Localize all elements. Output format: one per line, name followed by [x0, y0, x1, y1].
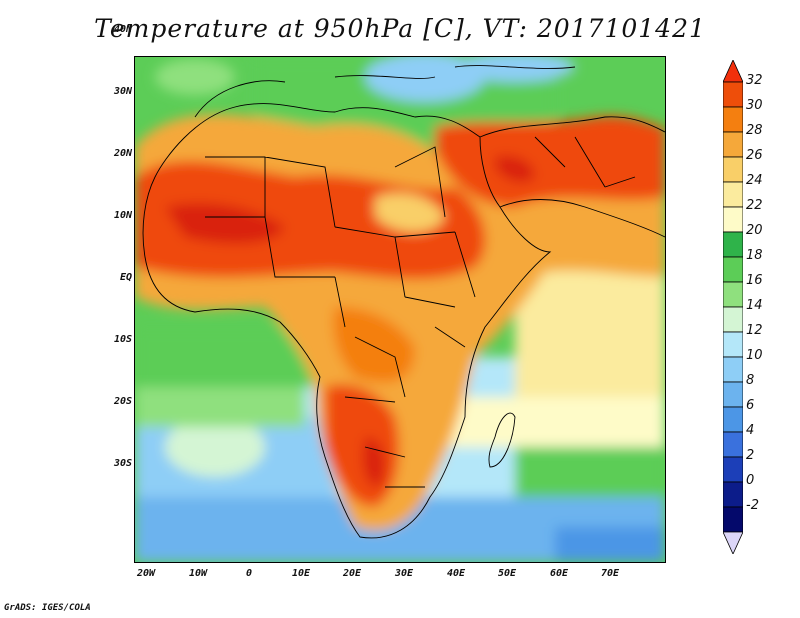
colorbar-swatch: [723, 481, 743, 508]
colorbar-tick-label: 30: [746, 98, 763, 113]
colorbar-swatch: [723, 81, 743, 108]
colorbar-swatch: [723, 281, 743, 308]
lat-label-eq: EQ: [119, 272, 132, 283]
colorbar-tick-label: 20: [746, 223, 763, 238]
colorbar-tick-label: 22: [746, 198, 763, 213]
colorbar-swatch: [723, 131, 743, 158]
credit-text: GrADS: IGES/COLA: [4, 603, 91, 613]
colorbar-top-arrow: [723, 60, 743, 83]
colorbar-swatch: [723, 231, 743, 258]
colorbar-tick-label: 18: [746, 248, 763, 263]
colorbar-tick-label: 4: [746, 423, 755, 438]
colorbar-tick-label: 6: [746, 398, 755, 413]
colorbar-tick-label: 24: [746, 173, 763, 188]
lat-label-30n: 30N: [113, 86, 132, 97]
lon-label-60e: 60E: [549, 568, 569, 579]
colorbar-swatch: [723, 181, 743, 208]
colorbar-tick-label: 26: [746, 148, 763, 163]
colorbar-tick-label: 8: [746, 373, 755, 388]
lat-label-20s: 20S: [113, 396, 132, 407]
colorbar-swatch: [723, 356, 743, 383]
chart-title: Temperature at 950hPa [C], VT: 201710142…: [94, 14, 706, 43]
lat-label-30s: 30S: [113, 458, 132, 469]
colorbar-tick-label: 2: [746, 448, 755, 463]
lat-label-20n: 20N: [113, 148, 132, 159]
colorbar-tick-label: 16: [746, 273, 763, 288]
colorbar-swatch: [723, 256, 743, 283]
coastlines: [142, 65, 665, 539]
colorbar-swatch: [723, 306, 743, 333]
colorbar-tick-label: 28: [746, 123, 763, 138]
colorbar-swatch: [723, 506, 743, 533]
colorbar: [723, 60, 743, 554]
colorbar-tick-label: 14: [746, 298, 763, 313]
lon-label-20w: 20W: [136, 568, 156, 579]
colorbar-swatch: [723, 156, 743, 183]
colorbar-tick-label: -2: [746, 498, 759, 513]
colorbar-tick-label: 32: [746, 73, 763, 88]
colorbar-tick-label: 12: [746, 323, 763, 338]
lat-label-10n: 10N: [113, 210, 132, 221]
temperature-field: [135, 57, 665, 562]
colorbar-tick-label: 0: [746, 473, 755, 488]
lon-label-0: 0: [245, 568, 253, 579]
map-svg: [135, 57, 665, 562]
lon-label-10w: 10W: [188, 568, 208, 579]
colorbar-swatch: [723, 406, 743, 433]
colorbar-swatch: [723, 381, 743, 408]
colorbar-swatch: [723, 456, 743, 483]
colorbar-swatch: [723, 431, 743, 458]
colorbar-swatch: [723, 331, 743, 358]
colorbar-bottom-arrow: [723, 531, 743, 554]
madagascar-outline: [488, 412, 516, 468]
lat-label-10s: 10S: [113, 334, 132, 345]
lon-label-50e: 50E: [497, 568, 517, 579]
lon-label-70e: 70E: [600, 568, 620, 579]
lon-label-10e: 10E: [291, 568, 311, 579]
lon-label-20e: 20E: [342, 568, 362, 579]
colorbar-swatch: [723, 106, 743, 133]
lat-label-40n: 40N: [113, 24, 132, 35]
map-plot-area: [134, 56, 666, 563]
lon-label-30e: 30E: [394, 568, 414, 579]
colorbar-tick-label: 10: [746, 348, 763, 363]
lon-label-40e: 40E: [446, 568, 466, 579]
colorbar-swatch: [723, 206, 743, 233]
